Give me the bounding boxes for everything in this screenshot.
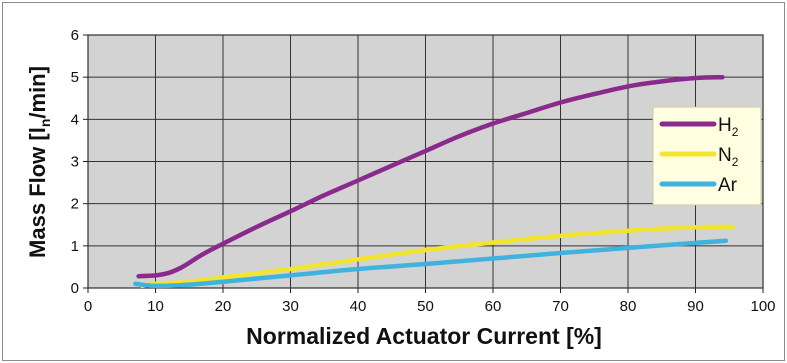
x-tick-label: 10: [147, 298, 164, 315]
series-line-n: [139, 224, 735, 289]
y-tick-labels: 0 1 2 3 4 5 6: [71, 27, 79, 297]
series-line-ar: [133, 238, 729, 289]
y-tick-label: 0: [71, 280, 79, 297]
x-tick-label: 90: [687, 298, 704, 315]
x-tick-label: 30: [282, 298, 299, 315]
x-tick-label: 70: [552, 298, 569, 315]
x-tick-labels: 0 10 20 30 40 50 60 70 80 90 100: [84, 298, 776, 315]
y-axis-title: Mass Flow [ln/min]: [25, 66, 53, 258]
series-line-h: [136, 74, 725, 279]
x-tick-label: 0: [84, 298, 92, 315]
y-tick-label: 3: [71, 154, 79, 171]
y-axis-title-tail: /min]: [25, 66, 50, 119]
legend-label-ar: Ar: [718, 175, 738, 196]
legend-label-n: N2: [718, 145, 739, 169]
x-axis-title: Normalized Actuator Current [%]: [246, 323, 602, 349]
y-axis-title-main: Mass Flow [l: [25, 127, 50, 258]
y-tick-label: 4: [71, 111, 79, 128]
x-tick-label: 80: [620, 298, 637, 315]
legend: H2 N2 Ar: [652, 106, 762, 206]
y-tick-label: 2: [71, 196, 79, 213]
x-tick-label: 50: [417, 298, 434, 315]
y-tick-label: 6: [71, 27, 79, 44]
legend-label-h: H2: [718, 115, 739, 139]
y-axis-title-sub: n: [37, 119, 53, 128]
x-tick-label: 100: [750, 298, 775, 315]
x-tick-label: 60: [485, 298, 502, 315]
series-lines: [133, 74, 735, 289]
y-tick-label: 5: [71, 69, 79, 86]
x-tick-label: 40: [350, 298, 367, 315]
x-tick-label: 20: [215, 298, 232, 315]
y-tick-label: 1: [71, 238, 79, 255]
